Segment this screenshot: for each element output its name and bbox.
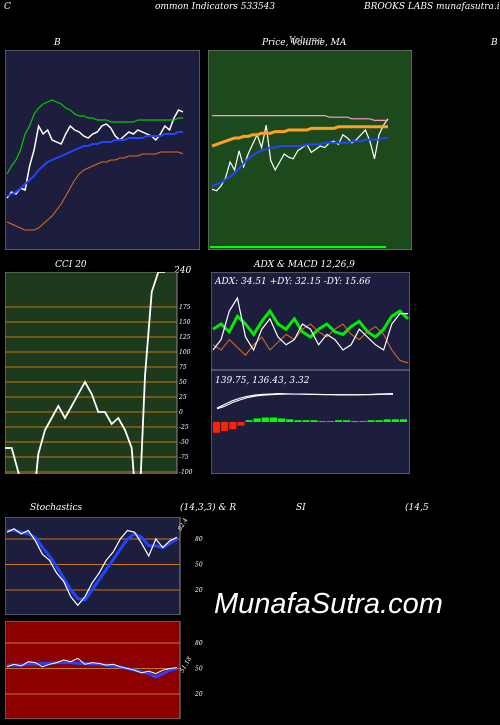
- cci-tick-label: 25: [178, 394, 187, 401]
- stoch-d-line: [7, 529, 178, 602]
- rsi-title-si: SI: [296, 503, 306, 513]
- cci-tick-label: 125: [179, 334, 191, 341]
- bollinger-chart: [5, 50, 200, 250]
- rsi-tick-label: 80: [195, 640, 203, 647]
- macd-readout: 139.75, 136.43, 3.32: [215, 376, 310, 386]
- cci-tick-label: -100: [179, 469, 193, 474]
- macd-histogram-bar: [229, 422, 237, 430]
- macd-histogram-bar: [278, 418, 286, 422]
- header-edge-right: B: [491, 38, 498, 48]
- rsi-chart: 80 50 20 51.18: [5, 621, 203, 719]
- watermark: MunafaSutra.com: [214, 588, 443, 620]
- price-price-line: [211, 118, 389, 192]
- macd-histogram-bar: [375, 420, 383, 422]
- adx--DI-line: [212, 323, 409, 364]
- rsi-avg-line: [7, 661, 178, 679]
- stoch-k-line: [6, 528, 178, 607]
- macd-histogram-bar: [253, 418, 261, 422]
- adx-title: ADX & MACD 12,26,9: [254, 260, 355, 270]
- adx-bg: [211, 272, 410, 474]
- rsi-params: (14,5: [405, 503, 429, 513]
- bollinger-upper-line: [6, 99, 183, 175]
- price-chart: [208, 50, 412, 250]
- cci-tick-label: 75: [179, 364, 187, 371]
- cci-tick-label: 175: [179, 304, 191, 311]
- macd-histogram-bar: [245, 420, 253, 422]
- cci-tick-label: 100: [179, 349, 191, 356]
- cci-tick-label: -75: [179, 454, 189, 461]
- macd-histogram-bar: [391, 419, 399, 422]
- cci-line: [5, 272, 165, 474]
- bollinger-bg: [5, 50, 200, 250]
- stoch-params: (14,3,3) & R: [180, 503, 237, 513]
- macd-histogram-bar: [310, 420, 318, 422]
- macd-histogram-bar: [237, 422, 245, 426]
- header-edge-left: C: [4, 2, 11, 12]
- bollinger-title: B: [54, 38, 61, 48]
- rsi-tick-label: 20: [194, 691, 203, 698]
- macd-histogram-bar: [221, 422, 229, 431]
- cci-tick-label: 50: [179, 379, 187, 386]
- macd-histogram-bar: [294, 420, 302, 422]
- macd-histogram-bar: [351, 421, 359, 422]
- cci-chart: 1751501251007550250-25-50-75-100-125-150…: [5, 272, 193, 474]
- header-source: BROOKS LABS munafasutra.in: [364, 2, 500, 12]
- rsi-value-label: 51.18: [179, 655, 194, 674]
- stoch-tick-label: 20: [194, 587, 203, 594]
- price-title: Price, Volume, MA: [262, 38, 347, 48]
- rsi-tick-label: 50: [195, 666, 203, 673]
- macd-histogram-bar: [326, 421, 334, 422]
- price-overlay-label: Volume: [289, 36, 323, 46]
- macd-signal-line: [216, 393, 393, 410]
- cci-readout: 240: [174, 266, 192, 276]
- price-ma-mid-line: [211, 125, 388, 148]
- macd-histogram-bar: [383, 419, 391, 422]
- macd-histogram-bar: [367, 420, 375, 422]
- stoch-tick-label: 50: [195, 562, 203, 569]
- macd-histogram-bar: [343, 420, 351, 422]
- adx-macd-chart: ADX: 34.51 +DY: 32.15 -DY: 15.66 139.75,…: [211, 272, 410, 474]
- cci-title: CCI 20: [55, 260, 87, 270]
- macd-histogram-bar: [213, 422, 221, 433]
- adx-+DI-line: [212, 308, 410, 339]
- price-ma-short-line: [211, 137, 388, 187]
- macd-histogram-bar: [302, 420, 310, 422]
- macd-histogram-bar: [261, 417, 269, 422]
- rsi-bg: [5, 621, 181, 719]
- header-title: ommon Indicators 533543: [155, 2, 276, 12]
- cci-tick-label: -25: [179, 424, 189, 431]
- rsi-line: [6, 657, 178, 675]
- cci-bg: [5, 272, 178, 474]
- cci-tick-label: 0: [179, 409, 183, 416]
- adx-adx-line: [212, 296, 408, 352]
- stoch-tick-label: 80: [195, 536, 203, 543]
- macd-histogram-bar: [399, 419, 407, 422]
- bollinger-price-line: [6, 109, 184, 199]
- cci-tick-label: -50: [179, 439, 189, 446]
- bollinger-middle-line: [6, 131, 183, 197]
- macd-histogram-bar: [318, 421, 326, 422]
- macd-histogram-bar: [359, 421, 367, 422]
- macd-histogram-bar: [286, 419, 294, 422]
- stoch-title: Stochastics: [30, 503, 83, 513]
- price-ma-long-line: [212, 114, 388, 122]
- bollinger-lower-line: [6, 151, 184, 231]
- adx-readout: ADX: 34.51 +DY: 32.15 -DY: 15.66: [214, 277, 371, 287]
- cci-tick-label: 150: [179, 319, 191, 326]
- macd-histogram-bar: [269, 417, 277, 422]
- macd-histogram-bar: [334, 420, 342, 422]
- stoch-bg: [5, 517, 181, 615]
